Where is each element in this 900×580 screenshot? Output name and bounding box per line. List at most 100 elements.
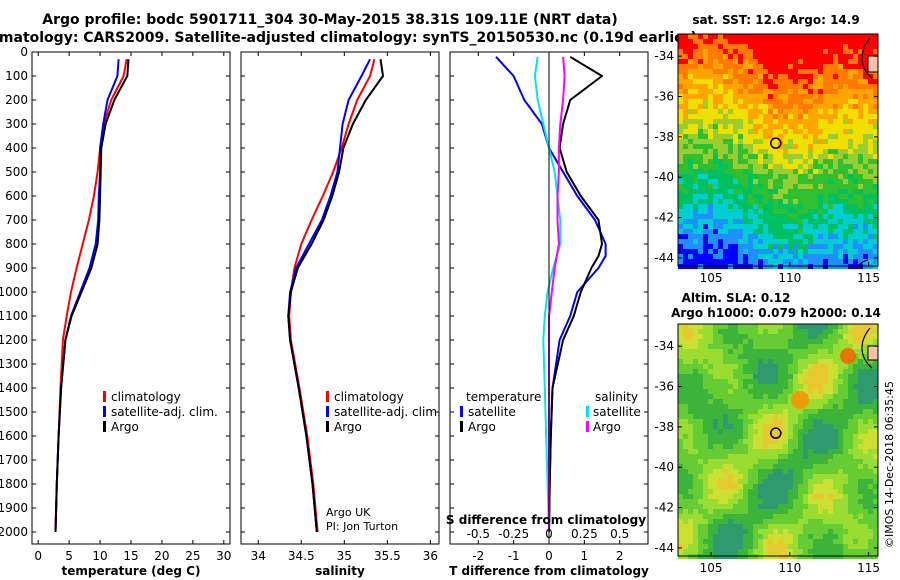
sst-cell xyxy=(858,249,863,254)
sla-cell xyxy=(693,429,698,434)
sst-cell xyxy=(828,124,833,129)
sst-cell xyxy=(773,59,778,64)
sla-cell xyxy=(868,474,873,479)
sla-cell xyxy=(763,349,768,354)
sst-cell xyxy=(843,204,848,209)
sla-cell xyxy=(848,439,853,444)
sla-cell xyxy=(728,349,733,354)
sst-cell xyxy=(768,149,773,154)
sst-cell xyxy=(768,214,773,219)
sla-cell xyxy=(848,489,853,494)
sst-cell xyxy=(788,79,793,84)
pi-label: PI: Jon Turton xyxy=(326,520,398,533)
sla-cell xyxy=(848,544,853,549)
sst-cell xyxy=(743,159,748,164)
sla-cell xyxy=(833,549,838,554)
sla-cell xyxy=(868,329,873,334)
sla-cell xyxy=(693,374,698,379)
sla-cell xyxy=(808,399,813,404)
sla-cell xyxy=(853,534,858,539)
sla-cell xyxy=(758,509,763,514)
sst-cell xyxy=(758,59,763,64)
sla-cell xyxy=(683,444,688,449)
sst-cell xyxy=(768,179,773,184)
sla-cell xyxy=(683,399,688,404)
sst-cell xyxy=(813,39,818,44)
sla-cell xyxy=(728,544,733,549)
sst-cell xyxy=(788,109,793,114)
sst-cell xyxy=(783,134,788,139)
sla-cell xyxy=(853,359,858,364)
depth-tick-label: 300 xyxy=(5,117,28,131)
sla-cell xyxy=(808,429,813,434)
sst-cell xyxy=(813,44,818,49)
sla-cell xyxy=(848,464,853,469)
sst-cell xyxy=(683,44,688,49)
sst-cell xyxy=(828,149,833,154)
sst-cell xyxy=(758,94,763,99)
sla-cell xyxy=(758,539,763,544)
sst-cell xyxy=(788,199,793,204)
sla-cell xyxy=(708,479,713,484)
sst-cell xyxy=(793,254,798,259)
sla-cell xyxy=(698,524,703,529)
sst-cell xyxy=(788,244,793,249)
sst-cell xyxy=(773,34,778,39)
sst-cell xyxy=(798,234,803,239)
sst-cell xyxy=(848,169,853,174)
sst-cell xyxy=(758,204,763,209)
sla-cell xyxy=(753,404,758,409)
sla-cell xyxy=(683,354,688,359)
difference-legend: temperature satellite Argo salinity sate… xyxy=(460,390,641,434)
sla-cell xyxy=(758,399,763,404)
sla-cell xyxy=(798,349,803,354)
sla-cell xyxy=(873,509,878,514)
sla-cell xyxy=(808,329,813,334)
sla-cell xyxy=(813,449,818,454)
sla-cell xyxy=(873,474,878,479)
sst-cell xyxy=(778,159,783,164)
sst-cell xyxy=(693,69,698,74)
sst-cell xyxy=(713,79,718,84)
sst-cell xyxy=(863,154,868,159)
sst-cell xyxy=(853,129,858,134)
sst-cell xyxy=(738,249,743,254)
sla-cell xyxy=(783,474,788,479)
sla-cell xyxy=(783,484,788,489)
sst-cell xyxy=(713,39,718,44)
sst-cell xyxy=(758,129,763,134)
sst-cell xyxy=(858,179,863,184)
sst-cell xyxy=(693,114,698,119)
sst-cell xyxy=(693,154,698,159)
sla-cell xyxy=(863,459,868,464)
sla-cell xyxy=(748,339,753,344)
sla-cell xyxy=(828,549,833,554)
sla-cell xyxy=(778,464,783,469)
sst-cell xyxy=(783,164,788,169)
sla-cell xyxy=(738,534,743,539)
sst-cell xyxy=(863,144,868,149)
sla-cell xyxy=(698,529,703,534)
sla-cell xyxy=(713,324,718,329)
sla-cell xyxy=(693,324,698,329)
sst-cell xyxy=(868,124,873,129)
legend-swatch-s-satellite xyxy=(586,406,589,417)
sla-cell xyxy=(843,469,848,474)
sla-cell xyxy=(758,359,763,364)
sst-cell xyxy=(783,179,788,184)
sla-cell xyxy=(863,494,868,499)
sst-cell xyxy=(683,169,688,174)
sst-cell xyxy=(803,34,808,39)
depth-tick-label: 0 xyxy=(20,45,28,59)
sst-cell xyxy=(738,254,743,259)
sla-cell xyxy=(833,504,838,509)
sst-cell xyxy=(848,224,853,229)
sst-cell xyxy=(853,99,858,104)
sst-cell xyxy=(688,219,693,224)
sst-cell xyxy=(718,89,723,94)
sla-cell xyxy=(803,439,808,444)
sst-cell xyxy=(758,154,763,159)
sst-cell xyxy=(753,244,758,249)
sst-cell xyxy=(693,224,698,229)
sst-cell xyxy=(818,59,823,64)
